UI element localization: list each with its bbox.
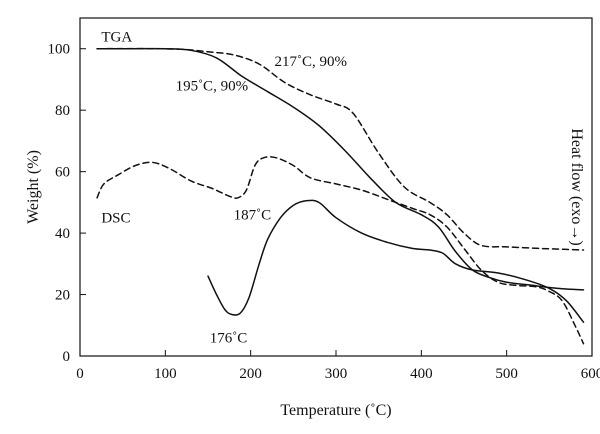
annotations: TGA 195˚C, 90% 217˚C, 90% DSC 187˚C 176˚C: [101, 29, 347, 346]
tga-curve-solid: [96, 47, 585, 291]
annotation-label: 217˚C, 90%: [275, 54, 348, 70]
annotation-label: 176˚C: [210, 331, 248, 347]
series-layer: [96, 47, 585, 345]
annotation-label: 187˚C: [234, 208, 272, 224]
x-tick-label: 500: [495, 366, 518, 382]
annotation-label: DSC: [101, 211, 130, 227]
dsc-curve-dashed: [96, 156, 585, 345]
annotation-label: 195˚C, 90%: [176, 79, 249, 95]
y-tick-label: 0: [63, 349, 71, 365]
y-axis-label: Weight (%): [25, 150, 42, 224]
x-tick-label: 400: [410, 366, 433, 382]
y-tick-label: 60: [55, 165, 70, 181]
x-axis-ticks: 0 100 200 300 400 500 600: [76, 350, 600, 382]
annotation-label: TGA: [101, 29, 132, 45]
x-axis-label: Temperature (˚C): [280, 402, 391, 419]
y-tick-label: 40: [55, 226, 70, 242]
x-tick-label: 0: [76, 366, 84, 382]
dsc-curve-solid: [207, 199, 585, 323]
y-tick-label: 20: [55, 288, 70, 304]
tga-curve-dashed: [96, 47, 585, 251]
x-tick-label: 100: [154, 366, 177, 382]
y2-axis-label: Heat flow (exo→): [568, 128, 585, 245]
y-axis-ticks: 0 20 40 60 80 100: [48, 42, 86, 365]
x-tick-label: 600: [581, 366, 600, 382]
y-tick-label: 100: [48, 42, 71, 58]
x-tick-label: 300: [325, 366, 348, 382]
x-tick-label: 200: [239, 366, 262, 382]
y-tick-label: 80: [55, 103, 70, 119]
